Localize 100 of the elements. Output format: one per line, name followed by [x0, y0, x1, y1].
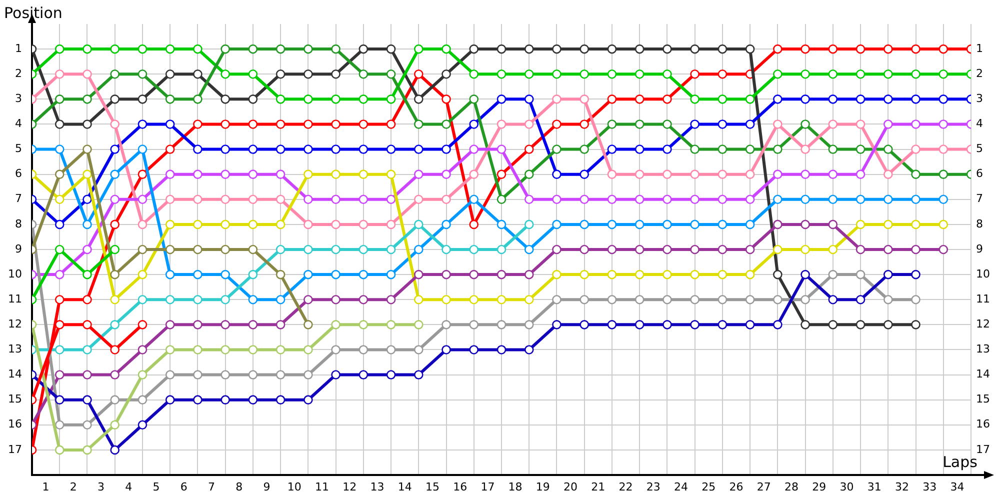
point — [358, 44, 368, 54]
x-tick-label: 18 — [508, 480, 522, 494]
point — [469, 170, 479, 179]
point — [386, 120, 396, 129]
point — [469, 144, 479, 154]
point — [165, 395, 175, 404]
point — [773, 320, 782, 330]
point — [193, 170, 202, 179]
point — [773, 94, 782, 104]
point — [165, 294, 175, 304]
point — [414, 270, 424, 280]
point — [54, 320, 64, 330]
point — [414, 320, 424, 330]
point — [938, 244, 948, 254]
point — [414, 220, 424, 230]
point — [607, 194, 617, 204]
point — [54, 194, 64, 204]
point — [552, 120, 562, 129]
point — [800, 144, 810, 154]
point — [276, 220, 286, 230]
point — [552, 320, 562, 330]
point — [54, 345, 64, 354]
point — [442, 120, 451, 129]
point — [469, 345, 479, 354]
point — [220, 220, 230, 230]
point — [718, 320, 728, 330]
point — [607, 94, 617, 104]
point — [856, 44, 866, 54]
x-tick-label: 25 — [702, 480, 716, 494]
point — [745, 220, 755, 230]
point — [331, 244, 340, 254]
point — [690, 320, 700, 330]
point — [828, 270, 838, 280]
point — [442, 294, 451, 304]
point — [442, 270, 451, 280]
point — [304, 94, 313, 104]
point — [110, 320, 120, 330]
point — [690, 94, 700, 104]
point — [54, 144, 64, 154]
point — [248, 69, 258, 79]
point — [856, 170, 866, 179]
point — [718, 94, 728, 104]
x-tick-label: 13 — [370, 480, 384, 494]
point — [442, 44, 451, 54]
point — [524, 170, 534, 179]
point — [331, 345, 340, 354]
point — [165, 320, 175, 330]
point — [220, 170, 230, 179]
point — [718, 120, 728, 129]
point — [358, 270, 368, 280]
point — [883, 220, 893, 230]
point — [690, 244, 700, 254]
x-tick-label: 34 — [950, 480, 964, 494]
point — [82, 294, 92, 304]
point — [358, 244, 368, 254]
point — [442, 220, 451, 230]
point — [524, 244, 534, 254]
point — [938, 94, 948, 104]
point — [165, 270, 175, 280]
point — [828, 194, 838, 204]
point — [248, 395, 258, 404]
point — [828, 170, 838, 179]
point — [883, 144, 893, 154]
x-tick-label: 11 — [314, 480, 329, 494]
point — [331, 170, 340, 179]
point — [800, 320, 810, 330]
point — [828, 94, 838, 104]
point — [54, 94, 64, 104]
point — [718, 220, 728, 230]
point — [524, 94, 534, 104]
point — [496, 170, 506, 179]
point — [414, 144, 424, 154]
point — [82, 445, 92, 455]
point — [110, 69, 120, 79]
point — [552, 69, 562, 79]
y2-tick-label: 16 — [976, 418, 990, 431]
point — [358, 345, 368, 354]
point — [138, 270, 148, 280]
point — [911, 244, 920, 254]
point — [82, 345, 92, 354]
point — [110, 445, 120, 455]
point — [414, 194, 424, 204]
point — [662, 144, 672, 154]
point — [110, 244, 120, 254]
point — [634, 270, 644, 280]
point — [386, 144, 396, 154]
point — [718, 144, 728, 154]
point — [138, 220, 148, 230]
point — [828, 120, 838, 129]
point — [304, 320, 313, 330]
point — [220, 44, 230, 54]
point — [552, 294, 562, 304]
point — [856, 94, 866, 104]
point — [248, 220, 258, 230]
point — [138, 144, 148, 154]
point — [552, 94, 562, 104]
point — [220, 395, 230, 404]
point — [110, 345, 120, 354]
point — [883, 44, 893, 54]
point — [634, 320, 644, 330]
